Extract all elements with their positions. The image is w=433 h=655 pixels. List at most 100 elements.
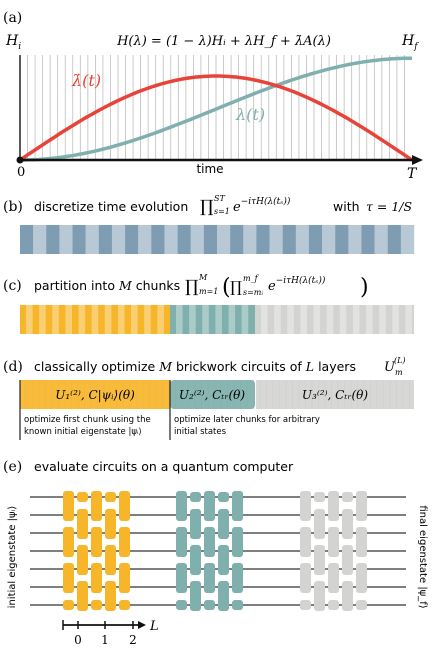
gate <box>176 563 187 593</box>
gate-blocks <box>63 491 367 611</box>
panel-e-title: evaluate circuits on a quantum computer <box>34 459 294 474</box>
origin-dot <box>16 156 24 164</box>
panel-b-tau: τ = 1/S <box>366 199 412 214</box>
x-T-label: T <box>407 166 418 182</box>
gate <box>91 600 102 610</box>
panel-c-product-lower: m=1 <box>199 287 218 296</box>
chunk-stripe <box>131 305 138 334</box>
gate <box>77 509 88 539</box>
gate <box>356 563 367 593</box>
panel-b-text: discretize time evolution <box>34 199 188 214</box>
block-3-label: U₃⁽²⁾, Cₜᵣ(θ) <box>302 388 368 402</box>
time-step <box>203 225 218 254</box>
time-step <box>243 225 257 254</box>
chunk-stripe <box>52 305 59 334</box>
gate <box>63 563 74 593</box>
layer-axis-arrow <box>138 621 146 629</box>
panel-c-product-upper: M <box>198 273 208 282</box>
time-step <box>85 225 99 254</box>
chunk-stripe <box>313 305 321 334</box>
chunk-stripe <box>261 305 268 334</box>
chunk-2 <box>170 305 255 334</box>
time-step <box>282 225 296 254</box>
chunk-stripe <box>339 305 347 334</box>
chunk-stripe <box>176 305 183 334</box>
gate <box>77 581 88 611</box>
panel-c-paren-close: ) <box>360 275 369 300</box>
gate <box>119 491 130 521</box>
time-step <box>335 225 349 254</box>
panel-c-exponent: e−iτH(λ(tₛ)) <box>268 275 326 294</box>
gate <box>314 545 325 575</box>
chunk-stripe <box>157 305 164 334</box>
lambda-label: λ(t) <box>235 105 265 124</box>
panel-a: (a) Hi Hf H(λ) = (1 − λ)Hᵢ + λH_f + λ̇A(… <box>3 10 423 182</box>
chunk-stripe <box>215 305 222 334</box>
chunk-stripe <box>117 305 125 334</box>
block-3 <box>256 380 414 409</box>
gate <box>91 491 102 521</box>
gate <box>342 509 353 539</box>
panel-b-with: with <box>333 199 360 214</box>
time-step <box>59 225 73 254</box>
panel-b-product-lower: s=1 <box>214 207 230 216</box>
chunk-stripe <box>144 305 151 334</box>
gate <box>300 491 311 521</box>
panel-d-tag: (d) <box>3 359 23 375</box>
gate <box>314 581 325 611</box>
panel-c-inner-product: ∏ <box>230 278 242 296</box>
panel-c: (c) partition into M chunks ∏ M m=1 ( ∏ … <box>3 273 414 334</box>
note-2-line-1: optimize later chunks for arbitrary <box>174 415 320 425</box>
gate <box>314 509 325 539</box>
chunk-stripe <box>274 305 281 334</box>
gate <box>232 563 243 593</box>
time-step <box>111 225 126 254</box>
panel-d: (d) classically optimize M brickwork cir… <box>3 356 414 440</box>
time-step <box>269 225 283 254</box>
chunk-stripe <box>26 305 33 334</box>
gate <box>105 492 116 502</box>
lambda-dot-curve <box>19 74 413 162</box>
panel-c-tag: (c) <box>3 278 22 294</box>
initial-eigenstate-label: initial eigenstate |ψᵢ⟩ <box>7 506 18 609</box>
block-2 <box>170 380 255 409</box>
gate <box>91 527 102 557</box>
time-step <box>322 225 336 254</box>
gate <box>204 491 215 521</box>
gate <box>300 600 311 610</box>
gate <box>218 545 229 575</box>
panel-b-product-upper: ST <box>214 194 225 203</box>
gate <box>328 527 339 557</box>
gate <box>342 581 353 611</box>
chunk-stripe <box>300 305 307 334</box>
chunk-stripe <box>287 305 294 334</box>
layer-tick-label-2: 2 <box>129 633 137 647</box>
lambda-curve <box>20 56 412 162</box>
time-step <box>33 225 47 254</box>
time-step <box>138 225 152 254</box>
chunk-stripe <box>366 305 373 334</box>
panel-b: (b) discretize time evolution ∏ ST s=1 e… <box>3 194 415 254</box>
gate <box>300 563 311 593</box>
gate <box>105 545 116 575</box>
time-label: time <box>196 162 223 176</box>
time-step <box>190 225 205 254</box>
gate <box>63 491 74 521</box>
chunked-steps-strip <box>20 305 414 334</box>
panel-d-U: Um <box>384 360 403 377</box>
gate <box>176 600 187 610</box>
panel-d-text: classically optimize M brickwork circuit… <box>34 359 356 374</box>
time-step <box>295 225 310 254</box>
gate <box>328 563 339 593</box>
chunk-stripe <box>202 305 209 334</box>
chunk-stripe <box>379 305 386 334</box>
hi-label: Hi <box>5 33 21 52</box>
gate <box>105 581 116 611</box>
gate <box>204 527 215 557</box>
gate <box>342 492 353 502</box>
time-step <box>387 225 402 254</box>
chunk-stripe <box>326 305 334 334</box>
time-step <box>400 225 415 254</box>
gate <box>190 581 201 611</box>
hamiltonian-equation: H(λ) = (1 − λ)Hᵢ + λH_f + λ̇A(λ) <box>116 34 331 49</box>
